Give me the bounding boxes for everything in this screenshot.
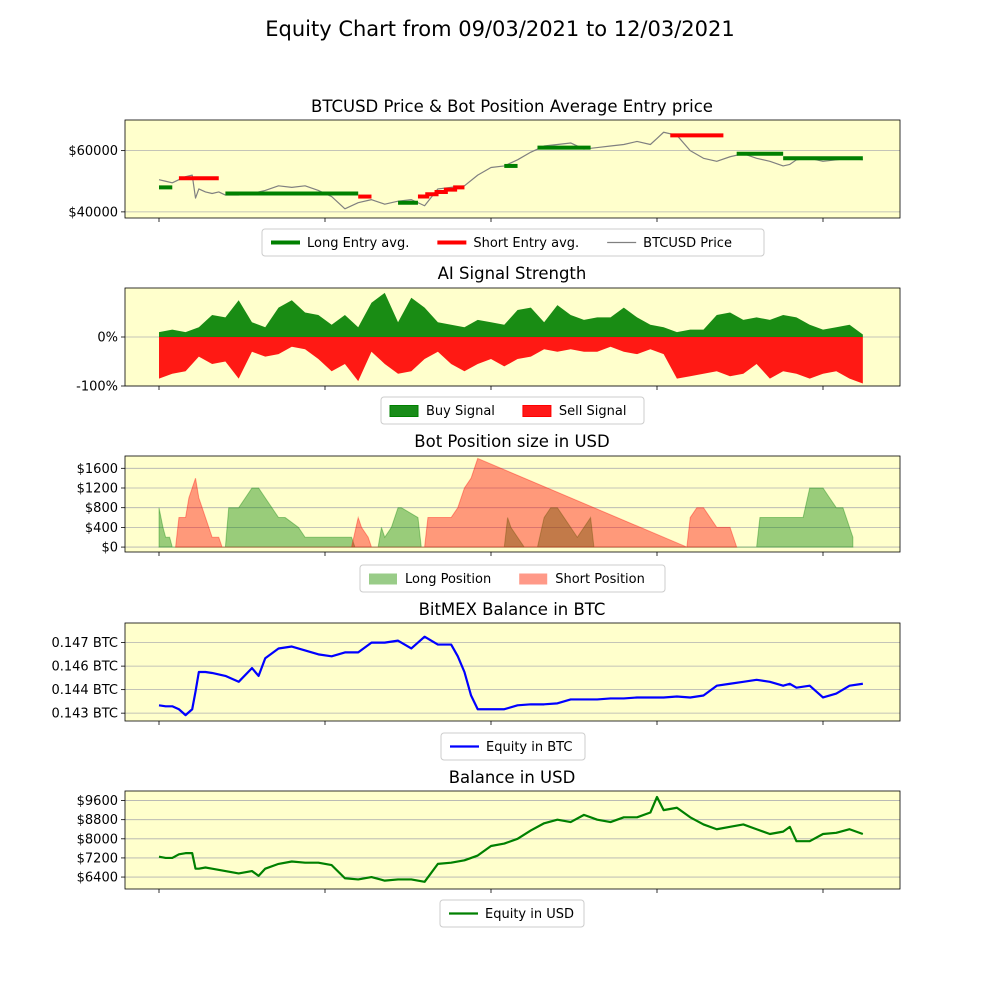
legend-box — [439, 899, 585, 928]
panel-usd-balance-title: Balance in USD — [449, 768, 576, 787]
y-tick-label: $40000 — [68, 205, 118, 220]
grid — [125, 800, 900, 878]
y-tick-label: -100% — [76, 380, 118, 395]
grid — [125, 150, 900, 213]
panel-price: BTCUSD Price & Bot Position Average Entr… — [68, 97, 901, 257]
legend: Equity in USD — [439, 899, 585, 928]
legend-label: BTCUSD Price — [643, 236, 732, 251]
y-tick-label: 0.144 BTC — [51, 683, 118, 698]
y-tick-label: $8800 — [77, 813, 118, 828]
legend-swatch — [522, 405, 552, 417]
series-short-position-area — [175, 457, 738, 548]
y-tick-label: $6400 — [77, 871, 118, 886]
y-tick-label: $7200 — [77, 851, 118, 866]
y-tick-label: $1200 — [77, 482, 118, 497]
grid — [125, 467, 900, 548]
y-tick-label: 0.147 BTC — [51, 636, 118, 651]
legend-label: Equity in BTC — [486, 740, 572, 755]
panel-signal-title: AI Signal Strength — [438, 264, 587, 283]
y-tick-label: 0.143 BTC — [51, 707, 118, 722]
plot-data — [158, 635, 864, 717]
legend-label: Long Position — [405, 572, 491, 587]
panel-btc-balance-title: BitMEX Balance in BTC — [419, 600, 606, 619]
y-tick-label: 0.146 BTC — [51, 660, 118, 675]
legend-label: Short Entry avg. — [473, 236, 579, 251]
plot-background — [125, 120, 900, 218]
series-equity-in-btc-line — [158, 635, 864, 717]
plot-data — [158, 131, 863, 210]
legend-swatch — [519, 573, 548, 585]
plot-data — [158, 457, 854, 548]
plot-data — [158, 795, 864, 883]
legend-label: Short Position — [555, 572, 645, 587]
y-tick-label: $8000 — [77, 832, 118, 847]
legend-label: Sell Signal — [559, 404, 627, 419]
legend-box — [380, 396, 645, 425]
y-tick-label: $800 — [85, 501, 118, 516]
legend-label: Buy Signal — [426, 404, 495, 419]
panel-position: Bot Position size in USD $0 $400 $800 $1200… — [77, 432, 901, 593]
grid — [125, 642, 900, 714]
series-buy-signal-area — [159, 292, 863, 337]
axes-frame — [124, 622, 901, 722]
legend-box — [261, 228, 765, 257]
y-tick-label: $400 — [85, 521, 118, 536]
panel-signal: AI Signal Strength 0% -100% Buy Signal Sell… — [76, 264, 901, 425]
legend-box — [359, 564, 666, 593]
plot-data — [159, 292, 863, 384]
series-short-entry-avg--segment — [417, 185, 465, 199]
series-sell-signal-area — [159, 337, 863, 384]
axes-frame — [124, 455, 901, 553]
legend: Equity in BTC — [440, 732, 586, 761]
y-tick-label: $0 — [101, 541, 118, 556]
axes-frame — [124, 790, 901, 890]
legend: Long Position Short Position — [359, 564, 666, 593]
legend: Long Entry avg. Short Entry avg. BTCUSD Pr… — [261, 228, 765, 257]
plot-background — [125, 456, 900, 552]
legend-swatch — [389, 405, 419, 417]
legend-swatch — [369, 573, 397, 585]
panel-price-title: BTCUSD Price & Bot Position Average Entr… — [311, 97, 713, 116]
figure-title: Equity Chart from 09/03/2021 to 12/03/20… — [265, 17, 735, 41]
panel-position-title: Bot Position size in USD — [414, 432, 609, 451]
y-tick-label: 0% — [97, 331, 118, 346]
legend-box — [440, 732, 586, 761]
series-long-position-area — [158, 487, 854, 548]
panel-btc-balance: BitMEX Balance in BTC 0.143 BTC 0.144 BTC… — [51, 600, 901, 761]
axes-frame — [124, 119, 901, 219]
series-equity-in-usd-line — [158, 795, 864, 883]
y-tick-label: $60000 — [68, 144, 118, 159]
legend-label: Equity in USD — [485, 907, 574, 922]
y-tick-label: $1600 — [77, 462, 118, 477]
legend: Buy Signal Sell Signal — [380, 396, 645, 425]
y-tick-label: $9600 — [77, 794, 118, 809]
panel-usd-balance: Balance in USD $6400 $7200 $8000 $8800 $9600… — [77, 768, 901, 928]
legend-label: Long Entry avg. — [307, 236, 409, 251]
